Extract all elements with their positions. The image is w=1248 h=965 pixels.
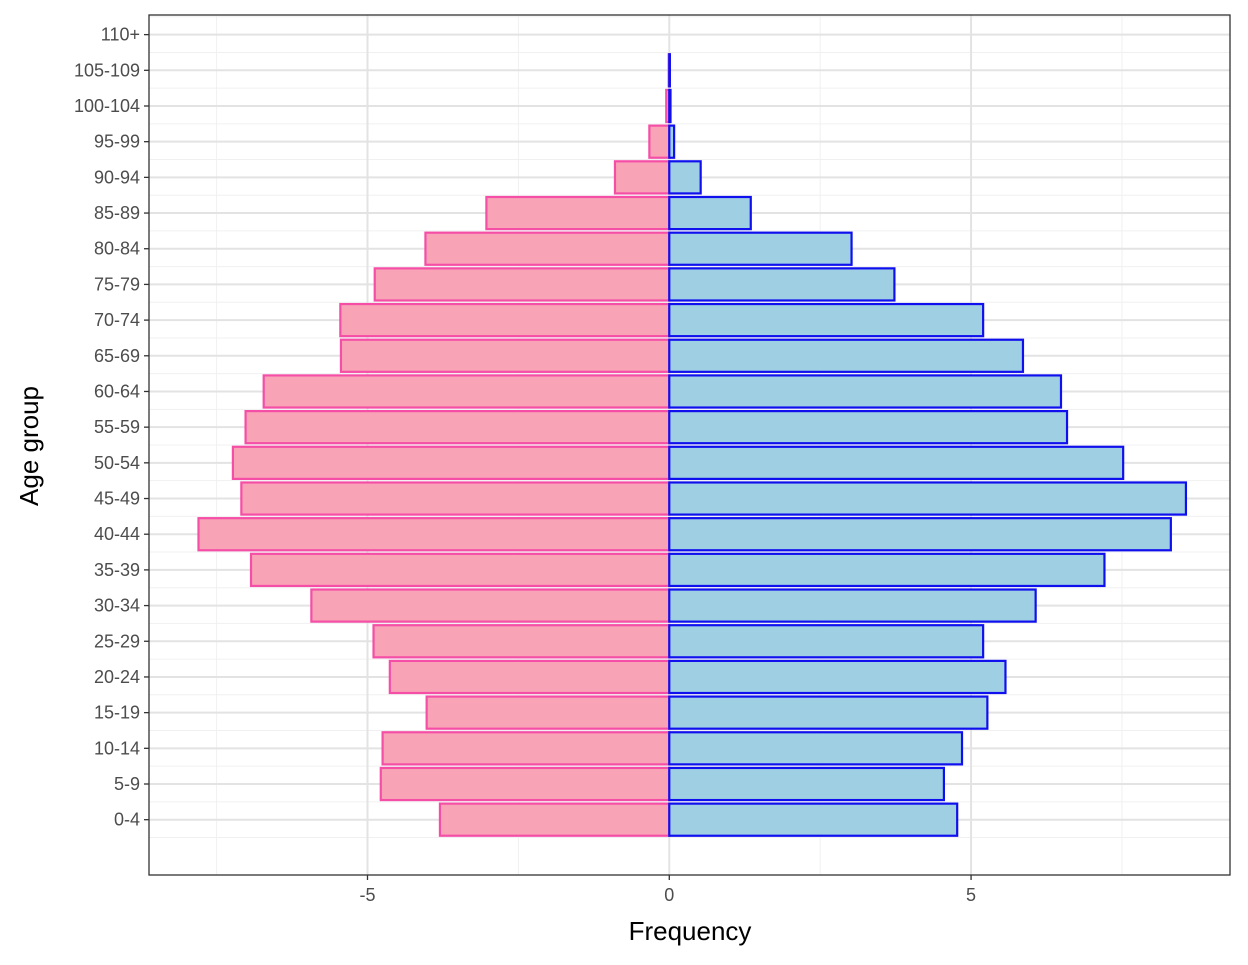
bar-right-50-54 [668, 445, 1125, 481]
bar-right-60-64 [668, 374, 1063, 409]
bar-right-10-14 [668, 731, 964, 766]
bar-left-80-84 [424, 231, 671, 266]
bar-left-5-9 [379, 766, 671, 802]
bar-left-35-39 [249, 552, 671, 588]
bar-right-15-19 [668, 695, 989, 730]
x-tick-label: 0 [664, 885, 674, 905]
x-axis-ticks: -5 0 5 [359, 875, 976, 905]
y-tick-label: 15-19 [94, 703, 140, 723]
y-tick-label: 25-29 [94, 631, 140, 651]
bar-right-40-44 [668, 517, 1172, 552]
bar-left-15-19 [425, 695, 671, 730]
y-tick-label: 0-4 [114, 810, 140, 830]
y-tick-label: 70-74 [94, 310, 140, 330]
bar-right-30-34 [668, 588, 1037, 623]
y-tick-label: 30-34 [94, 596, 140, 616]
bar-left-85-89 [485, 195, 671, 231]
bar-right-85-89 [668, 195, 752, 231]
y-tick-label: 5-9 [114, 774, 140, 794]
y-tick-label: 85-89 [94, 203, 140, 223]
bar-right-20-24 [668, 659, 1007, 695]
bar-right-100-104 [668, 88, 672, 124]
bar-left-10-14 [381, 731, 671, 766]
bars [197, 53, 1188, 837]
plot-border [148, 14, 1231, 876]
bar-right-90-94 [668, 160, 702, 195]
y-tick-label: 10-14 [94, 738, 140, 758]
bar-left-30-34 [310, 588, 671, 623]
bar-right-45-49 [668, 481, 1188, 516]
y-tick-label: 105-109 [74, 60, 140, 80]
bar-left-65-69 [339, 338, 671, 373]
x-tick-label: 5 [966, 885, 976, 905]
y-tick-label: 80-84 [94, 239, 140, 259]
y-tick-label: 75-79 [94, 274, 140, 294]
bar-right-95-99 [668, 124, 676, 159]
x-axis-title: Frequency [629, 916, 752, 946]
y-tick-label: 20-24 [94, 667, 140, 687]
bar-left-60-64 [262, 374, 671, 409]
y-tick-label: 40-44 [94, 524, 140, 544]
bar-right-80-84 [668, 231, 853, 266]
bar-left-75-79 [373, 267, 671, 302]
bar-right-65-69 [668, 338, 1025, 373]
bar-left-55-59 [244, 409, 671, 445]
bar-right-105-109 [668, 53, 671, 88]
bar-left-40-44 [197, 517, 671, 552]
bar-right-55-59 [668, 409, 1069, 445]
bar-right-70-74 [668, 302, 985, 338]
bar-right-25-29 [668, 624, 985, 659]
bar-left-95-99 [648, 124, 671, 159]
y-tick-label: 55-59 [94, 417, 140, 437]
x-tick-label: -5 [359, 885, 375, 905]
y-tick-label: 65-69 [94, 346, 140, 366]
y-tick-label: 50-54 [94, 453, 140, 473]
bar-left-25-29 [372, 624, 671, 659]
bar-left-90-94 [613, 160, 671, 195]
y-tick-label: 95-99 [94, 132, 140, 152]
bar-right-75-79 [668, 267, 896, 302]
bar-left-20-24 [388, 659, 671, 695]
y-tick-label: 110+ [101, 25, 140, 45]
y-tick-label: 60-64 [94, 381, 140, 401]
y-axis-ticks: 0-4 5-9 10-14 15-19 20-24 25-29 30-34 35-39 40-4… [74, 25, 149, 830]
y-axis-title: Age group [14, 386, 44, 506]
bar-right-0-4 [668, 802, 959, 837]
bar-right-5-9 [668, 766, 946, 802]
y-tick-label: 100-104 [74, 96, 140, 116]
y-tick-label: 45-49 [94, 489, 140, 509]
bar-left-70-74 [339, 302, 671, 338]
bar-right-35-39 [668, 552, 1106, 588]
y-tick-label: 90-94 [94, 167, 140, 187]
bar-left-0-4 [438, 802, 671, 837]
bar-left-50-54 [231, 445, 671, 481]
bar-left-45-49 [240, 481, 671, 516]
y-tick-label: 35-39 [94, 560, 140, 580]
